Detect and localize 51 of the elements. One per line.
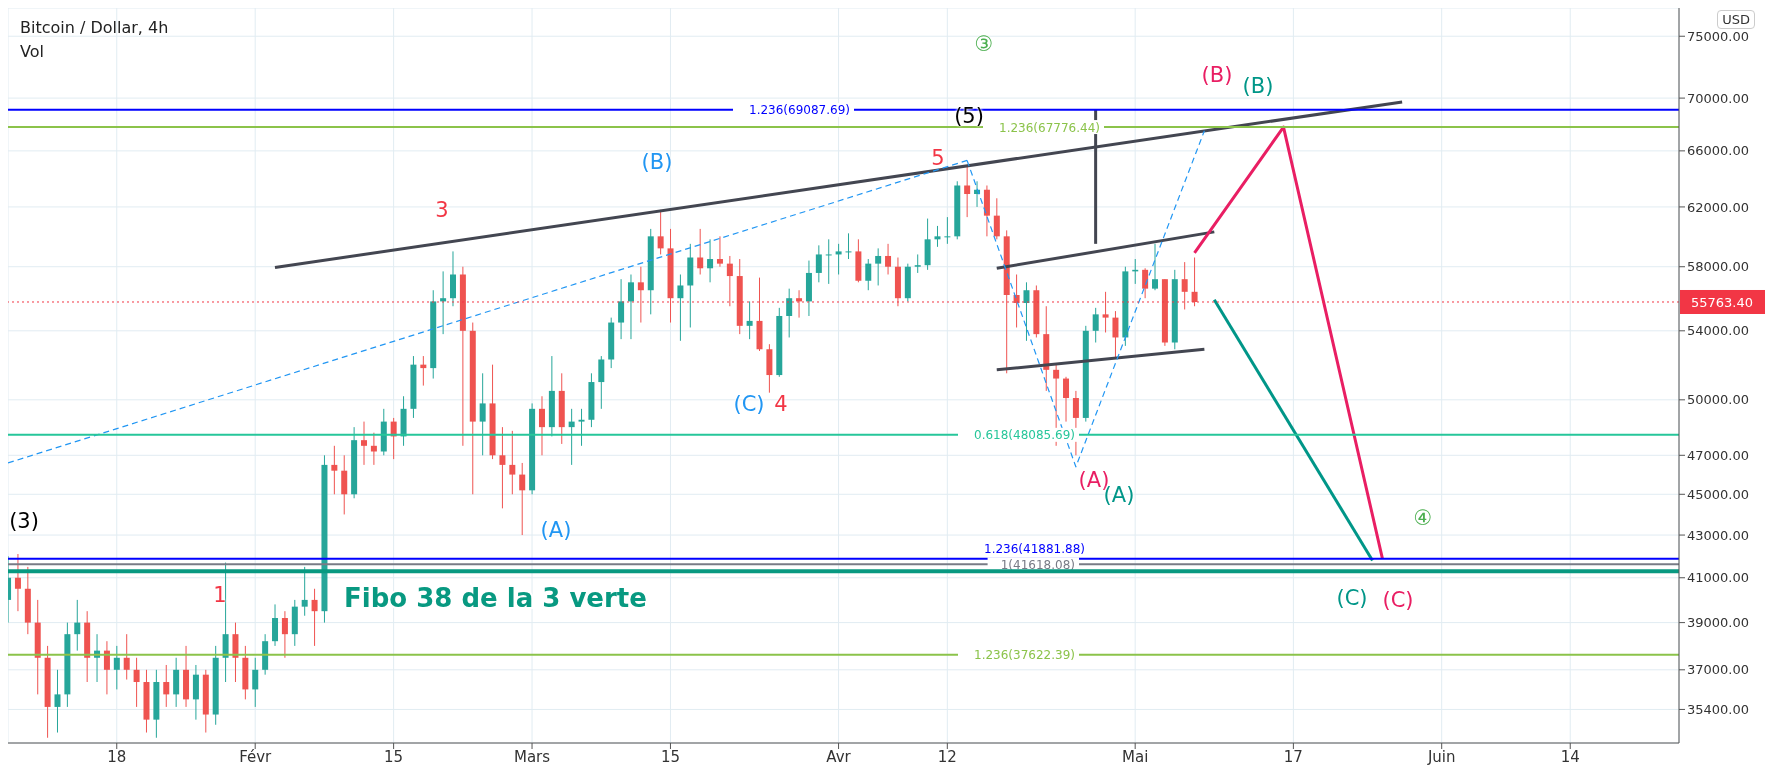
ref-line-label: 1(41618.08) xyxy=(1000,557,1075,572)
ref-line-label: 1.236(41881.88) xyxy=(984,542,1085,557)
annotation: ④ xyxy=(1413,506,1433,530)
annotation: (C) xyxy=(733,392,765,416)
ref-line-label: Fibo 38 de la 3 verte xyxy=(344,583,647,614)
y-tick-label: 45000.00 xyxy=(1687,486,1750,502)
text: Bitcoin / Dollar, 4h xyxy=(20,17,169,39)
ref-line-label: 1.236(67776.44) xyxy=(999,120,1100,135)
y-tick-label: 58000.00 xyxy=(1687,259,1750,275)
annotation: 3 xyxy=(435,198,449,222)
annotation: 1 xyxy=(213,583,227,607)
ref-line-label: 0.618(48085.69) xyxy=(974,428,1075,443)
annotation: (B) xyxy=(1201,63,1233,87)
x-tick-label: Févr xyxy=(239,747,273,766)
x-tick-label: 18 xyxy=(107,747,127,766)
x-tick-label: Mars xyxy=(513,747,551,766)
x-tick-label: 14 xyxy=(1560,747,1580,766)
x-tick-label: Avr xyxy=(826,747,852,766)
y-tick-label: 47000.00 xyxy=(1687,447,1750,463)
y-tick-label: 37000.00 xyxy=(1687,662,1750,678)
annotation: 4 xyxy=(774,392,788,416)
annotation: 5 xyxy=(931,146,945,170)
text: Vol xyxy=(20,41,45,63)
y-tick-label: 70000.00 xyxy=(1687,90,1750,106)
x-tick-label: Juin xyxy=(1426,747,1456,766)
ref-line-label: 55763.40 xyxy=(1690,294,1754,310)
annotation: (C) xyxy=(1382,588,1414,612)
y-tick-label: 66000.00 xyxy=(1687,143,1750,159)
annotation: (C) xyxy=(1336,586,1368,610)
ref-line-label: 1.236(37622.39) xyxy=(974,648,1075,663)
x-tick-label: 17 xyxy=(1283,747,1303,766)
annotation: ③ xyxy=(974,32,994,56)
x-tick-label: 15 xyxy=(660,747,681,766)
annotation: (B) xyxy=(641,150,673,174)
x-tick-label: 15 xyxy=(384,747,404,766)
ref-line-label: 1.236(69087.69) xyxy=(749,103,850,118)
y-tick-label: 39000.00 xyxy=(1687,615,1750,631)
y-tick-label: 62000.00 xyxy=(1687,199,1750,215)
annotation: (B) xyxy=(1242,74,1274,98)
y-tick-label: 35400.00 xyxy=(1687,702,1750,718)
annotation: (5) xyxy=(954,104,984,128)
y-tick-label: 54000.00 xyxy=(1687,323,1750,339)
y-tick-label: 50000.00 xyxy=(1687,392,1750,408)
y-tick-label: 75000.00 xyxy=(1687,28,1750,44)
x-tick-label: 12 xyxy=(937,747,957,766)
y-tick-label: 43000.00 xyxy=(1687,527,1750,543)
x-tick-label: Mai xyxy=(1122,747,1149,766)
y-tick-label: 41000.00 xyxy=(1687,570,1750,586)
y-axis-title: USD xyxy=(1717,10,1755,29)
annotation: (3) xyxy=(9,509,39,533)
annotation: (A) xyxy=(540,518,572,542)
